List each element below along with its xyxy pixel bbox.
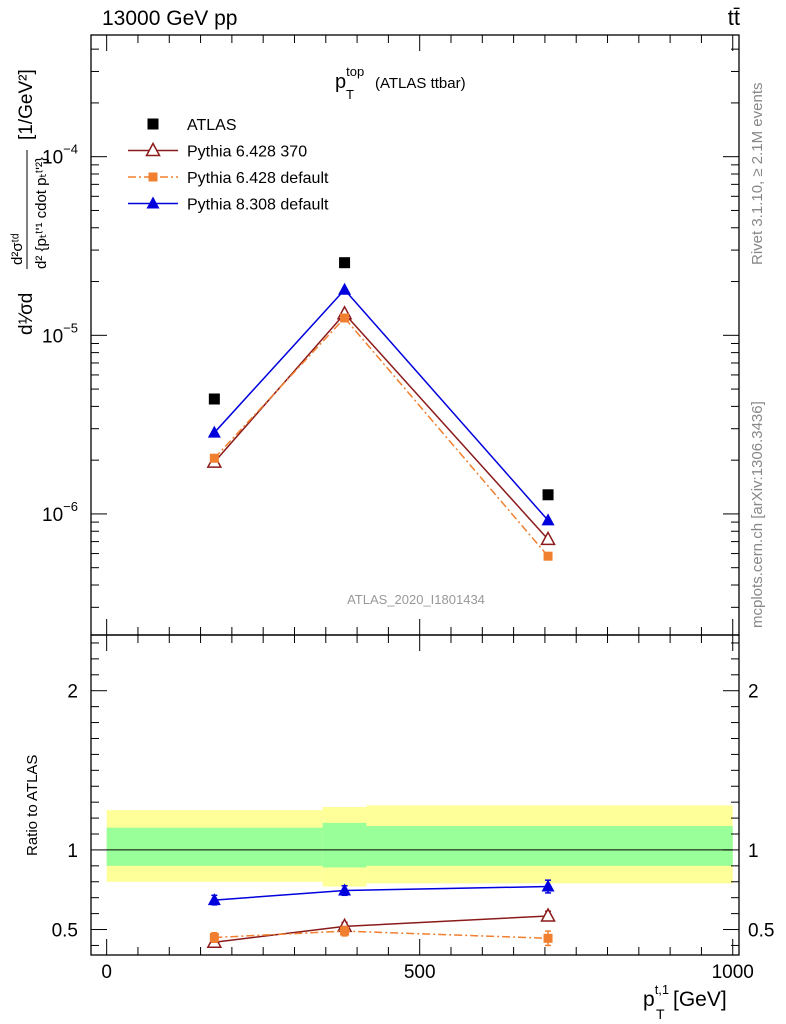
point-pythia-6-428-default [209, 453, 219, 463]
ratio-point-pythia-8-308-default [338, 883, 352, 896]
plot-title-tail: (ATLAS ttbar) [375, 75, 466, 92]
x-title-sup: t,1 [655, 982, 669, 997]
legend-entry-pythia-8-308-default: Pythia 8.308 default [128, 196, 329, 214]
legend-marker-pythia-6-428-370 [145, 141, 161, 157]
ratio-y-tick-label-right: 1 [748, 841, 759, 862]
svg-text:pt,1: pt,1 [643, 982, 669, 1011]
point-pythia-6-428-370 [540, 530, 556, 546]
point-atlas [339, 257, 351, 269]
point-pythia-8-308-default [338, 282, 352, 295]
y-title-denom: d² {pₜᵗʹ¹ cdot pₜᵗʹ²} [33, 157, 50, 269]
ratio-series [206, 879, 556, 949]
legend-marker-atlas [147, 118, 159, 130]
plot-title-main: p [335, 71, 346, 93]
x-tick-label: 0 [101, 962, 112, 983]
main-y-tick-label: 10−4 [42, 142, 78, 169]
line-pythia-6-428-370 [213, 312, 549, 540]
ratio-panel-frame [90, 634, 740, 956]
main-y-tick-label: 10−6 [42, 499, 78, 526]
series-pythia-6-428-default [209, 313, 553, 561]
y-title-prefix: d¹⁄σd [16, 293, 37, 335]
ratio-series-pythia-8-308-default [207, 879, 555, 906]
ratio-point-pythia-6-428-default [543, 933, 553, 943]
ratio-point-pythia-8-308-default [207, 893, 221, 906]
point-pythia-8-308-default [207, 425, 221, 438]
series-atlas [208, 257, 554, 501]
point-atlas [208, 393, 220, 405]
ratio-point-pythia-6-428-default [340, 926, 350, 936]
x-tick-label: 500 [404, 962, 436, 983]
plot-title-sub: T [346, 87, 354, 102]
legend-label-pythia-8-308-default: Pythia 8.308 default [187, 197, 329, 214]
analysis-watermark: ATLAS_2020_I1801434 [347, 592, 485, 607]
x-tick-label: 1000 [712, 962, 754, 983]
ratio-line-pythia-6-428-370 [214, 915, 549, 944]
band-green [366, 826, 733, 866]
rivet-side-text: Rivet 3.1.10, ≥ 2.1M events [749, 83, 766, 266]
x-title-sub: T [656, 1006, 665, 1022]
plot-title: ptop T (ATLAS ttbar) [335, 64, 466, 102]
band-green [322, 822, 367, 868]
ratio-series-pythia-6-428-370 [206, 907, 556, 949]
point-pythia-6-428-default [543, 551, 553, 561]
main-y-ticks: 10−6 10−5 10−4 [42, 48, 739, 608]
ratio-y-tick-label: 1 [67, 841, 78, 862]
ratio-y-tick-label-right: 2 [748, 682, 759, 703]
legend-entry-pythia-6-428-default: Pythia 6.428 default [128, 170, 329, 187]
ratio-point-pythia-6-428-370 [540, 907, 556, 922]
ratio-line-pythia-8-308-default [214, 885, 549, 901]
legend-entry-pythia-6-428-370: Pythia 6.428 370 [128, 141, 307, 161]
main-x-ticks [106, 35, 734, 635]
legend-marker-pythia-6-428-default [148, 172, 158, 182]
plot-title-sup: top [346, 64, 364, 79]
ratio-y-tick-label-right: 0.5 [748, 921, 774, 942]
ratio-y-tick-label: 2 [67, 682, 78, 703]
y-title-numer: d²σᵗᵈ [9, 233, 26, 265]
legend-marker-pythia-8-308-default [146, 196, 160, 209]
ratio-point-pythia-8-308-default [541, 879, 555, 892]
point-pythia-8-308-default [541, 513, 555, 526]
x-axis-title: pt,1 T [GeV] [643, 982, 727, 1022]
line-pythia-6-428-default [213, 316, 549, 557]
y-title-unit: [1/GeV²] [16, 69, 37, 140]
ratio-y-tick-label: 0.5 [52, 921, 78, 942]
legend-label-pythia-6-428-default: Pythia 6.428 default [187, 170, 329, 187]
ratio-line-pythia-6-428-default [214, 930, 549, 940]
x-title-main: p [643, 988, 655, 1011]
mcplots-side-text: mcplots.cern.ch [arXiv:1306.3436] [749, 401, 766, 628]
header-right: tt̄ [728, 5, 740, 30]
header-left: 13000 GeV pp [102, 7, 237, 30]
main-y-tick-label: 10−5 [42, 320, 78, 347]
svg-text:ptop: ptop [335, 64, 364, 93]
legend-label-atlas: ATLAS [187, 117, 237, 134]
legend-entry-atlas: ATLAS [147, 117, 237, 134]
series-pythia-6-428-370 [206, 305, 556, 546]
ratio-bands [106, 805, 733, 887]
main-series [206, 257, 556, 561]
main-y-axis-title: d¹⁄σd d²σᵗᵈ d² {pₜᵗʹ¹ cdot pₜᵗʹ²} [1/GeV… [9, 69, 50, 335]
ratio-axis-title: Ratio to ATLAS [24, 755, 41, 856]
ratio-series-pythia-6-428-default [209, 925, 553, 947]
legend: ATLAS Pythia 6.428 370 Pythia 6.428 defaul… [128, 117, 329, 214]
ratio-point-pythia-6-428-default [209, 932, 219, 942]
point-pythia-6-428-default [340, 313, 350, 323]
series-pythia-8-308-default [207, 282, 555, 526]
legend-label-pythia-6-428-370: Pythia 6.428 370 [187, 144, 307, 161]
band-green [106, 827, 323, 866]
point-atlas [542, 489, 554, 501]
ratio-ticks: 0.5 0.5 1 1 2 2 0 500 1000 [52, 635, 774, 983]
x-title-unit: [GeV] [673, 988, 727, 1011]
